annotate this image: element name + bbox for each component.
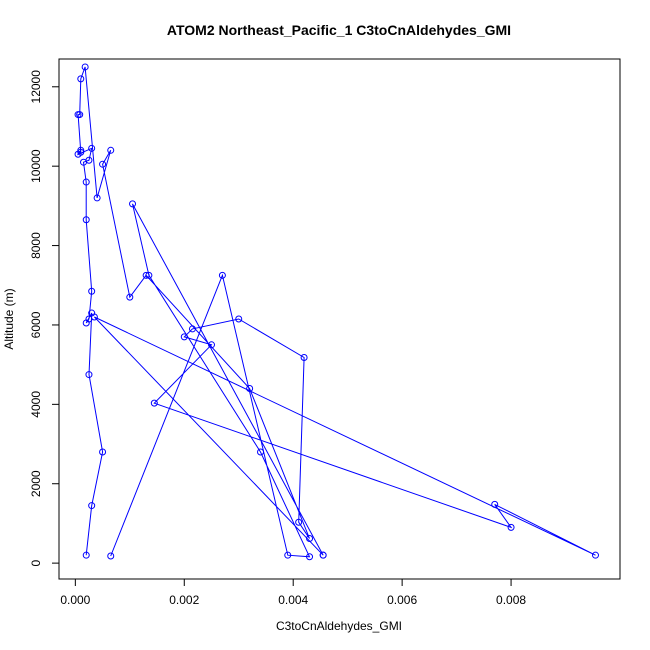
y-tick-label: 10000 [29,149,43,183]
data-point [82,551,90,559]
data-point [77,75,85,83]
data-point [295,518,303,526]
data-point [81,63,89,71]
data-point [188,325,196,333]
data-point [306,553,314,561]
data-point [591,551,599,559]
data-point [88,287,96,295]
y-tick-label: 4000 [29,391,43,418]
data-point [300,354,308,362]
data-point [107,552,115,560]
series-line [76,66,596,558]
data-point [99,448,107,456]
y-tick-label: 6000 [29,311,43,338]
y-tick-label: 2000 [29,470,43,497]
data-point [107,146,115,154]
data-point [129,200,137,208]
data-point [85,156,93,164]
data-point [306,535,314,543]
data-point [76,111,84,119]
data-point [88,144,96,152]
data-point [180,333,188,341]
x-tick-label: 0.000 [60,593,90,607]
data-point [507,523,515,531]
data-point [145,271,153,279]
data-point [90,313,98,321]
y-tick-label: 8000 [29,232,43,259]
data-point [77,146,85,154]
data-point [491,500,499,508]
y-axis-label: Altitude (m) [2,288,16,349]
data-points [74,63,599,561]
x-axis: 0.000 0.002 0.004 0.006 0.008 [60,578,526,607]
data-point [150,399,158,407]
y-axis: 0 2000 4000 6000 8000 10000 12000 [29,70,60,566]
plot-frame [58,58,621,580]
data-point [82,178,90,186]
data-point [246,384,254,392]
data-point [85,371,93,379]
x-tick-label: 0.004 [278,593,308,607]
data-point [208,341,216,349]
x-tick-label: 0.006 [387,593,417,607]
data-point [218,271,226,279]
data-point [284,551,292,559]
data-point [142,271,150,279]
data-point [82,216,90,224]
chart-title: ATOM2 Northeast_Pacific_1 C3toCnAldehyde… [167,22,511,38]
x-axis-label: C3toCnAldehydes_GMI [276,619,402,633]
data-point [235,315,243,323]
x-tick-label: 0.008 [496,593,526,607]
data-point [319,551,327,559]
data-point [77,148,85,156]
data-point [99,160,107,168]
y-tick-label: 12000 [29,70,43,104]
data-point [126,293,134,301]
x-tick-label: 0.002 [169,593,199,607]
y-tick-label: 0 [29,559,43,566]
data-point [88,502,96,510]
data-point [257,448,265,456]
data-point [93,194,101,202]
